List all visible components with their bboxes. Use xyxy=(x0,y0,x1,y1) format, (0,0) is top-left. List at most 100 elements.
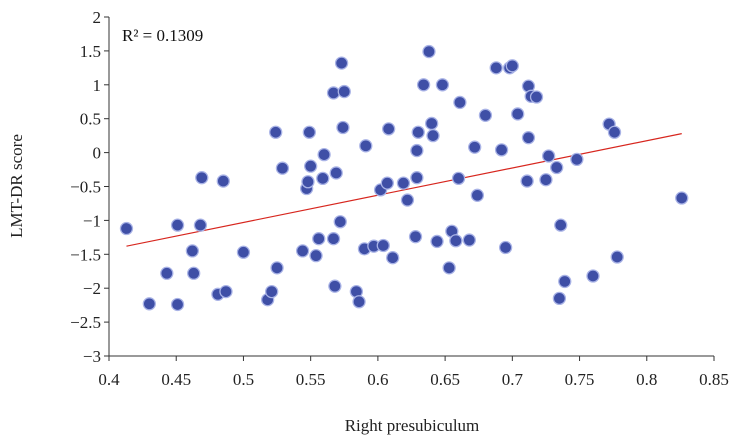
y-tick-label: 0.5 xyxy=(80,110,101,129)
data-point xyxy=(334,56,349,70)
data-point xyxy=(451,171,466,186)
data-point xyxy=(462,233,476,247)
y-tick-label: −3 xyxy=(83,347,101,366)
x-tick-label: 0.6 xyxy=(367,370,388,389)
data-point xyxy=(449,234,463,248)
data-point xyxy=(442,261,456,275)
data-point xyxy=(187,266,201,280)
data-point xyxy=(489,61,503,75)
data-point xyxy=(511,107,525,121)
x-tick-label: 0.7 xyxy=(502,370,524,389)
data-point xyxy=(478,108,493,122)
y-tick-label: −1.5 xyxy=(70,245,101,264)
data-point xyxy=(468,140,482,154)
data-point xyxy=(328,279,342,293)
x-tick-label: 0.5 xyxy=(233,370,254,389)
data-point xyxy=(539,173,553,187)
data-point xyxy=(317,147,331,162)
x-tick-label: 0.75 xyxy=(565,370,595,389)
data-point xyxy=(558,274,572,289)
data-point xyxy=(505,59,519,73)
data-point xyxy=(470,188,485,202)
data-point xyxy=(426,128,440,143)
data-point xyxy=(301,175,315,189)
x-axis-title: Right presubiculum xyxy=(345,416,480,435)
x-tick-label: 0.45 xyxy=(161,370,191,389)
data-point xyxy=(309,249,323,263)
data-point xyxy=(410,143,424,158)
data-point xyxy=(411,125,425,139)
data-point xyxy=(170,297,185,312)
data-point xyxy=(498,240,513,255)
y-tick-label: −2 xyxy=(83,279,101,298)
data-point xyxy=(142,297,156,311)
data-point xyxy=(381,122,396,136)
data-point xyxy=(216,174,230,188)
y-tick-label: −0.5 xyxy=(70,178,101,197)
data-point xyxy=(352,295,366,309)
data-point xyxy=(554,218,568,232)
data-point xyxy=(160,266,174,280)
data-point xyxy=(570,152,584,167)
data-point xyxy=(304,159,318,173)
data-point xyxy=(195,171,209,185)
data-point xyxy=(400,193,415,207)
data-point xyxy=(494,143,509,157)
y-tick-label: 0 xyxy=(93,144,102,163)
data-point xyxy=(333,215,347,229)
data-point xyxy=(337,84,351,99)
x-tick-label: 0.4 xyxy=(98,370,120,389)
data-point xyxy=(170,218,185,232)
y-tick-label: −2.5 xyxy=(70,313,101,332)
data-point xyxy=(270,261,284,275)
data-point xyxy=(675,191,689,205)
data-point xyxy=(275,161,290,175)
data-point xyxy=(236,245,251,259)
data-point xyxy=(119,221,134,236)
x-axis-ticks: 0.4 0.45 0.5 0.55 0.6 0.65 0.7 0.75 0.8 0.85 xyxy=(98,356,729,389)
plot-area: 0.4 0.45 0.5 0.55 0.6 0.65 0.7 0.75 0.8 0.85 2 1.5… xyxy=(70,8,729,389)
data-point xyxy=(329,166,343,180)
x-tick-label: 0.8 xyxy=(636,370,657,389)
data-point xyxy=(269,125,283,139)
data-point xyxy=(219,284,233,299)
data-point xyxy=(312,232,326,246)
x-tick-label: 0.85 xyxy=(699,370,729,389)
data-point xyxy=(193,218,208,232)
data-point xyxy=(435,78,450,92)
data-point xyxy=(326,232,341,246)
y-tick-label: 2 xyxy=(93,8,102,27)
data-point xyxy=(586,269,600,283)
data-point xyxy=(380,176,394,190)
data-point xyxy=(295,244,310,258)
data-point xyxy=(376,238,390,253)
data-point xyxy=(302,125,316,139)
data-point xyxy=(396,176,411,190)
data-point xyxy=(521,131,536,145)
data-point xyxy=(185,244,200,258)
data-point xyxy=(265,284,279,299)
y-tick-label: 1 xyxy=(93,76,102,95)
y-tick-label: −1 xyxy=(83,211,101,230)
data-point xyxy=(326,86,341,100)
r-squared-annotation: R² = 0.1309 xyxy=(122,26,203,45)
data-point xyxy=(386,251,400,265)
data-point xyxy=(422,44,436,59)
y-axis-ticks: 2 1.5 1 0.5 0 −0.5 −1 −1.5 −2 −2.5 −3 xyxy=(70,8,109,366)
data-point xyxy=(607,125,622,139)
data-point xyxy=(430,234,444,249)
data-point xyxy=(550,160,564,175)
data-point xyxy=(529,90,544,104)
y-axis-title: LMT-DR score xyxy=(7,134,26,238)
data-point xyxy=(410,171,424,185)
data-point xyxy=(416,78,431,92)
data-point xyxy=(541,149,556,163)
data-point xyxy=(316,171,330,186)
x-tick-label: 0.65 xyxy=(430,370,460,389)
x-tick-label: 0.55 xyxy=(296,370,326,389)
trendline xyxy=(126,133,682,247)
data-points xyxy=(119,44,689,312)
data-point xyxy=(336,120,350,135)
data-point xyxy=(408,230,423,244)
